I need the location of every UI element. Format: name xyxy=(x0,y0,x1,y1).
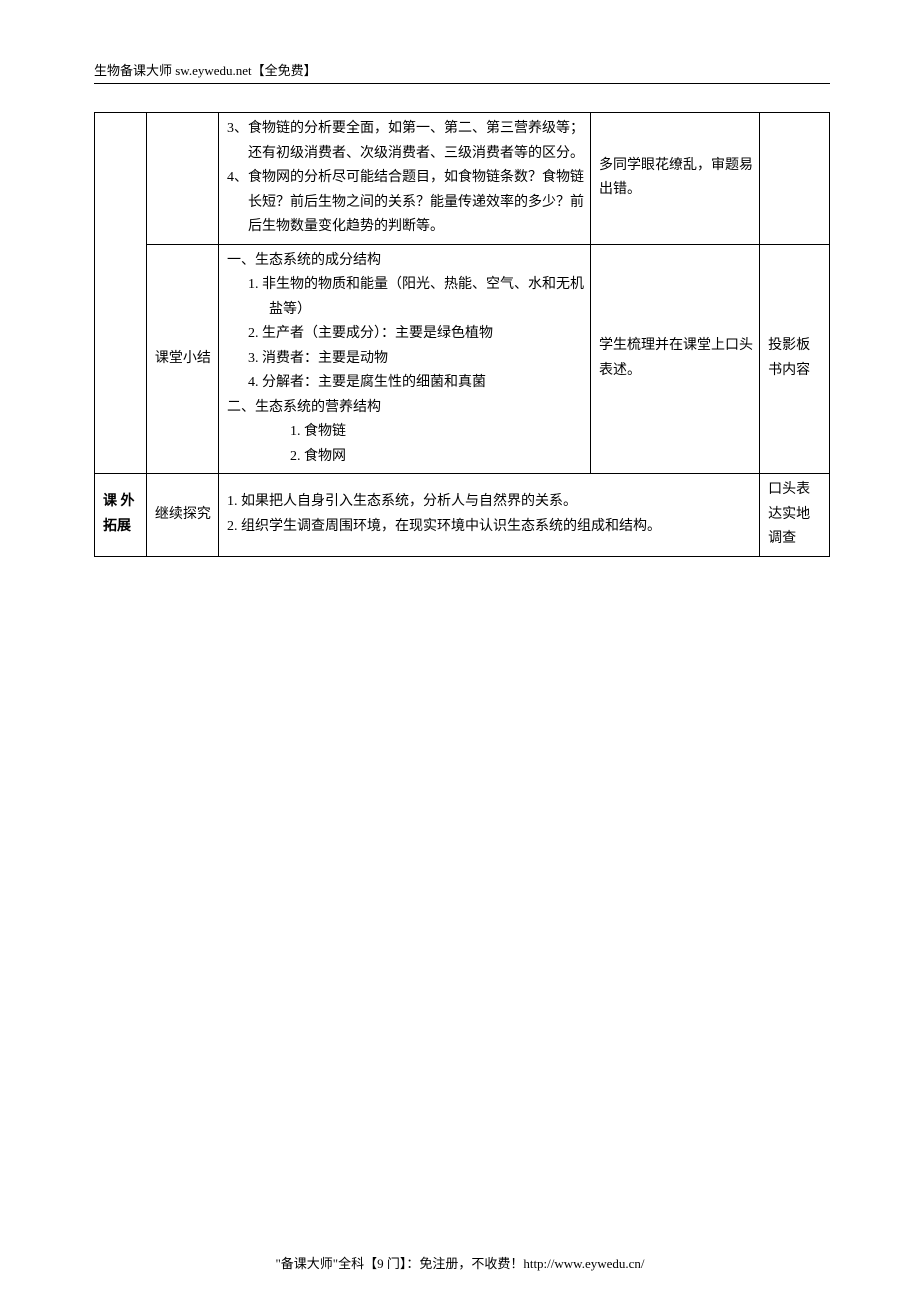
cell-section xyxy=(95,113,147,474)
document-page: 生物备课大师 sw.eywedu.net【全免费】 3、食物链的分析要全面，如第… xyxy=(0,0,920,1302)
content-line: 一、生态系统的成分结构 xyxy=(227,249,584,274)
lesson-plan-table: 3、食物链的分析要全面，如第一、第二、第三营养级等；还有初级消费者、次级消费者、… xyxy=(94,112,830,557)
content-line: 4、食物网的分析尽可能结合题目，如食物链条数？食物链长短？前后生物之间的关系？能… xyxy=(227,166,584,240)
cell-teaching-content: 一、生态系统的成分结构 1. 非生物的物质和能量（阳光、热能、空气、水和无机盐等… xyxy=(218,244,590,474)
page-footer: "备课大师"全科【9 门】：免注册，不收费！http://www.eywedu.… xyxy=(0,1253,920,1272)
cell-subsection xyxy=(146,113,218,245)
cell-subsection: 课堂小结 xyxy=(146,244,218,474)
content-line: 1. 食物链 xyxy=(227,420,584,445)
table-row: 3、食物链的分析要全面，如第一、第二、第三营养级等；还有初级消费者、次级消费者、… xyxy=(95,113,830,245)
table-row: 课 外拓展 继续探究 1. 如果把人自身引入生态系统，分析人与自然界的关系。 2… xyxy=(95,474,830,557)
cell-resource: 投影板书内容 xyxy=(760,244,830,474)
page-header: 生物备课大师 sw.eywedu.net【全免费】 xyxy=(94,60,830,84)
content-line: 3. 消费者：主要是动物 xyxy=(227,347,584,372)
cell-section: 课 外拓展 xyxy=(95,474,147,557)
content-line: 2. 食物网 xyxy=(227,445,584,470)
content-line: 二、生态系统的营养结构 xyxy=(227,396,584,421)
content-line: 1. 如果把人自身引入生态系统，分析人与自然界的关系。 xyxy=(227,490,753,515)
cell-subsection: 继续探究 xyxy=(146,474,218,557)
cell-resource: 口头表达实地调查 xyxy=(760,474,830,557)
cell-resource xyxy=(760,113,830,245)
content-line: 3、食物链的分析要全面，如第一、第二、第三营养级等；还有初级消费者、次级消费者、… xyxy=(227,117,584,166)
cell-student-activity: 多同学眼花缭乱，审题易出错。 xyxy=(590,113,759,245)
content-line: 2. 生产者（主要成分）：主要是绿色植物 xyxy=(227,322,584,347)
content-line: 2. 组织学生调查周围环境，在现实环境中认识生态系统的组成和结构。 xyxy=(227,515,753,540)
cell-student-activity: 学生梳理并在课堂上口头表述。 xyxy=(590,244,759,474)
content-line: 1. 非生物的物质和能量（阳光、热能、空气、水和无机盐等） xyxy=(227,273,584,322)
table-row: 课堂小结 一、生态系统的成分结构 1. 非生物的物质和能量（阳光、热能、空气、水… xyxy=(95,244,830,474)
cell-teaching-content: 3、食物链的分析要全面，如第一、第二、第三营养级等；还有初级消费者、次级消费者、… xyxy=(218,113,590,245)
content-line: 4. 分解者：主要是腐生性的细菌和真菌 xyxy=(227,371,584,396)
cell-teaching-content: 1. 如果把人自身引入生态系统，分析人与自然界的关系。 2. 组织学生调查周围环… xyxy=(218,474,759,557)
